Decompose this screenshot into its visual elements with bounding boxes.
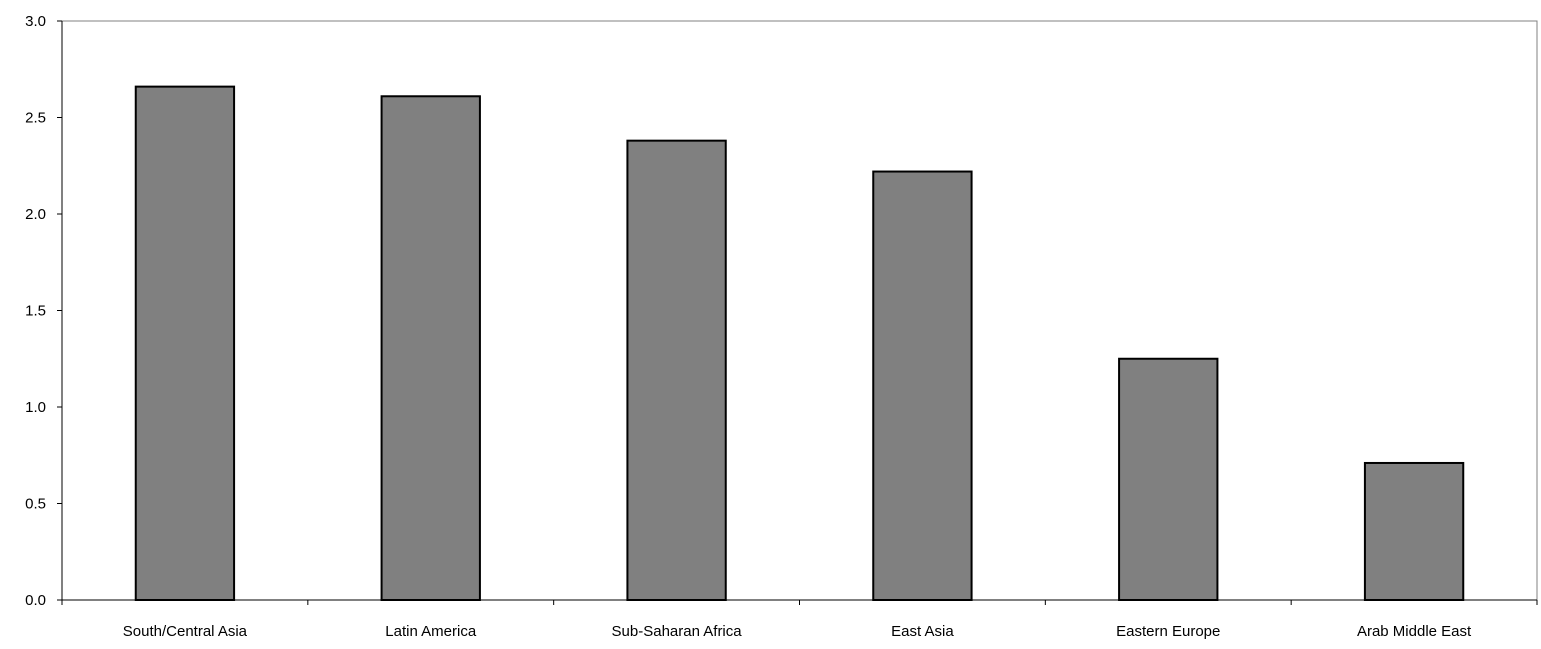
y-tick-label: 1.5 xyxy=(25,303,46,320)
x-tick-label: South/Central Asia xyxy=(123,623,248,640)
y-tick-label: 2.5 xyxy=(25,110,46,127)
x-tick-label: East Asia xyxy=(891,623,954,640)
bar-1 xyxy=(134,85,236,602)
bar-4 xyxy=(872,170,973,601)
tick-labels-group: 0.0 0.5 1.0 1.5 2.0 2.5 3.0 South/Central Asia L… xyxy=(25,13,1472,640)
y-tick-label: 0.0 xyxy=(25,592,46,609)
y-tick-label: 2.0 xyxy=(25,206,46,223)
y-tick-label: 3.0 xyxy=(25,13,46,30)
bar-2 xyxy=(380,95,481,602)
y-tick-label: 0.5 xyxy=(25,496,46,513)
plot-area xyxy=(61,20,1538,601)
x-tick-label: Sub-Saharan Africa xyxy=(612,623,743,640)
plot-border xyxy=(61,20,1538,601)
bar-6 xyxy=(1363,461,1465,601)
x-tick-label: Latin America xyxy=(385,623,477,640)
bar-3 xyxy=(626,139,727,601)
bar-5 xyxy=(1118,357,1219,601)
y-tick-label: 1.0 xyxy=(25,399,46,416)
bars-group xyxy=(134,85,1465,602)
x-tick-label: Eastern Europe xyxy=(1116,623,1220,640)
axes-group xyxy=(57,20,1538,605)
x-tick-label: Arab Middle East xyxy=(1357,623,1472,640)
